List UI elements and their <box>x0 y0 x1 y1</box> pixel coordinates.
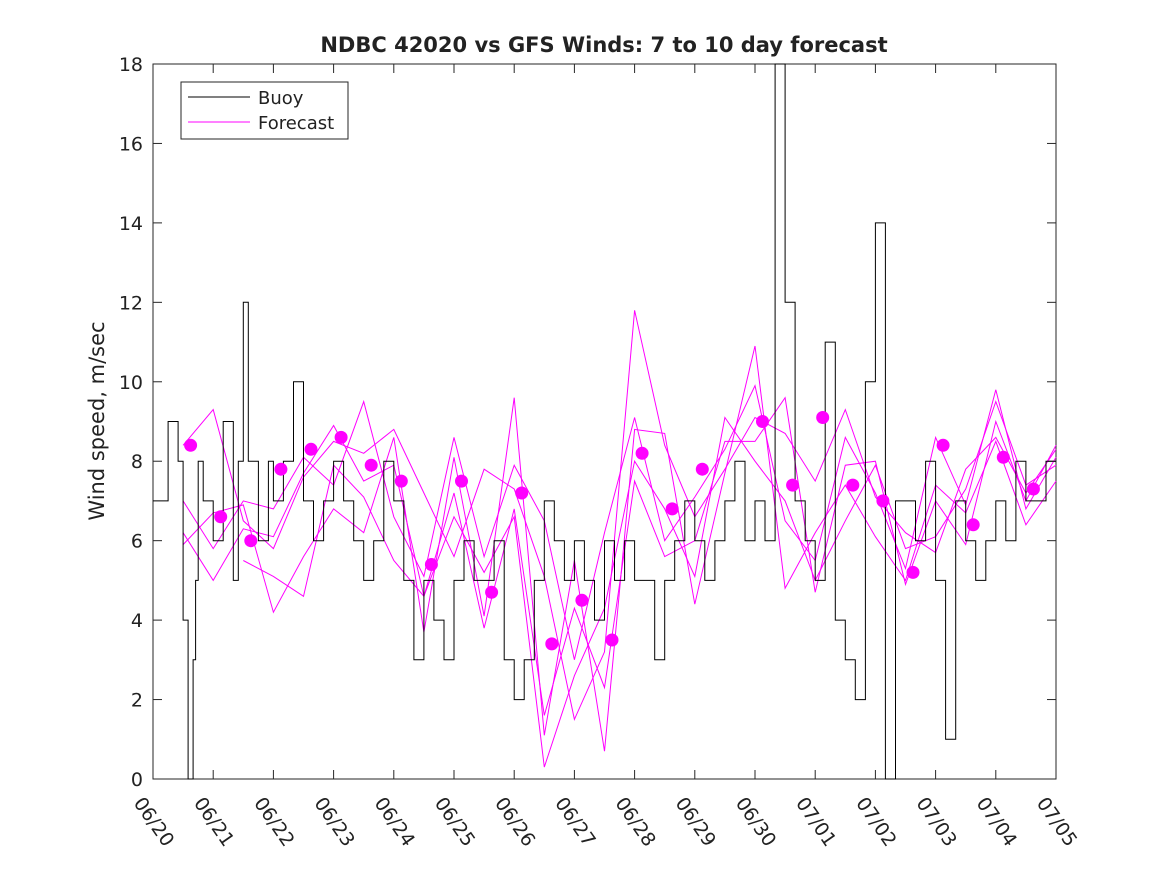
forecast-marker <box>906 565 920 579</box>
forecast-marker <box>695 462 709 476</box>
chart-title: NDBC 42020 vs GFS Winds: 7 to 10 day for… <box>320 33 887 57</box>
forecast-line-5 <box>243 396 1057 716</box>
y-tick-label: 0 <box>131 769 143 791</box>
y-tick-label: 2 <box>131 690 143 712</box>
forecast-marker <box>635 446 649 460</box>
buoy-line <box>153 63 1056 780</box>
forecast-line-3 <box>182 400 1057 768</box>
y-tick-label: 18 <box>119 54 143 76</box>
forecast-marker <box>786 478 800 492</box>
forecast-marker <box>816 411 830 424</box>
y-axis-ticks: 0 2 4 6 8 10 12 14 16 18 <box>119 54 1056 791</box>
y-tick-label: 16 <box>119 133 143 155</box>
forecast-marker <box>394 474 408 488</box>
forecast-marker <box>966 518 980 532</box>
forecast-line-1 <box>182 310 1057 722</box>
forecast-marker <box>424 558 438 571</box>
forecast-marker <box>244 534 258 548</box>
forecast-marker <box>184 438 198 452</box>
forecast-line-4 <box>182 345 1057 752</box>
forecast-marker <box>605 633 619 647</box>
y-tick-label: 10 <box>119 372 143 394</box>
forecast-marker <box>304 442 318 456</box>
y-axis-label: Wind speed, m/sec <box>85 321 109 520</box>
y-tick-label: 6 <box>131 531 143 553</box>
forecast-marker <box>756 415 769 428</box>
forecast-marker <box>936 438 950 452</box>
y-tick-label: 8 <box>131 451 143 473</box>
forecast-marker <box>334 430 348 444</box>
forecast-marker <box>876 494 890 508</box>
legend-label-forecast: Forecast <box>258 113 334 134</box>
forecast-marker <box>214 510 228 524</box>
forecast-marker <box>515 486 529 500</box>
forecast-marker <box>274 462 288 476</box>
series-layer <box>153 63 1057 780</box>
legend-label-buoy: Buoy <box>258 88 304 109</box>
legend: Buoy Forecast <box>180 81 349 140</box>
y-tick-label: 4 <box>131 610 143 632</box>
forecast-marker <box>485 585 499 599</box>
forecast-marker <box>846 478 860 492</box>
forecast-marker <box>364 458 378 472</box>
legend-box <box>180 81 349 140</box>
plot-frame <box>152 63 1057 780</box>
forecast-marker <box>575 593 589 607</box>
forecast-marker <box>545 637 559 651</box>
forecast-marker <box>665 502 679 516</box>
y-tick-label: 12 <box>119 292 143 314</box>
y-tick-label: 14 <box>119 213 143 235</box>
forecast-marker <box>996 450 1010 464</box>
forecast-marker <box>455 474 468 488</box>
forecast-marker <box>1026 482 1040 496</box>
